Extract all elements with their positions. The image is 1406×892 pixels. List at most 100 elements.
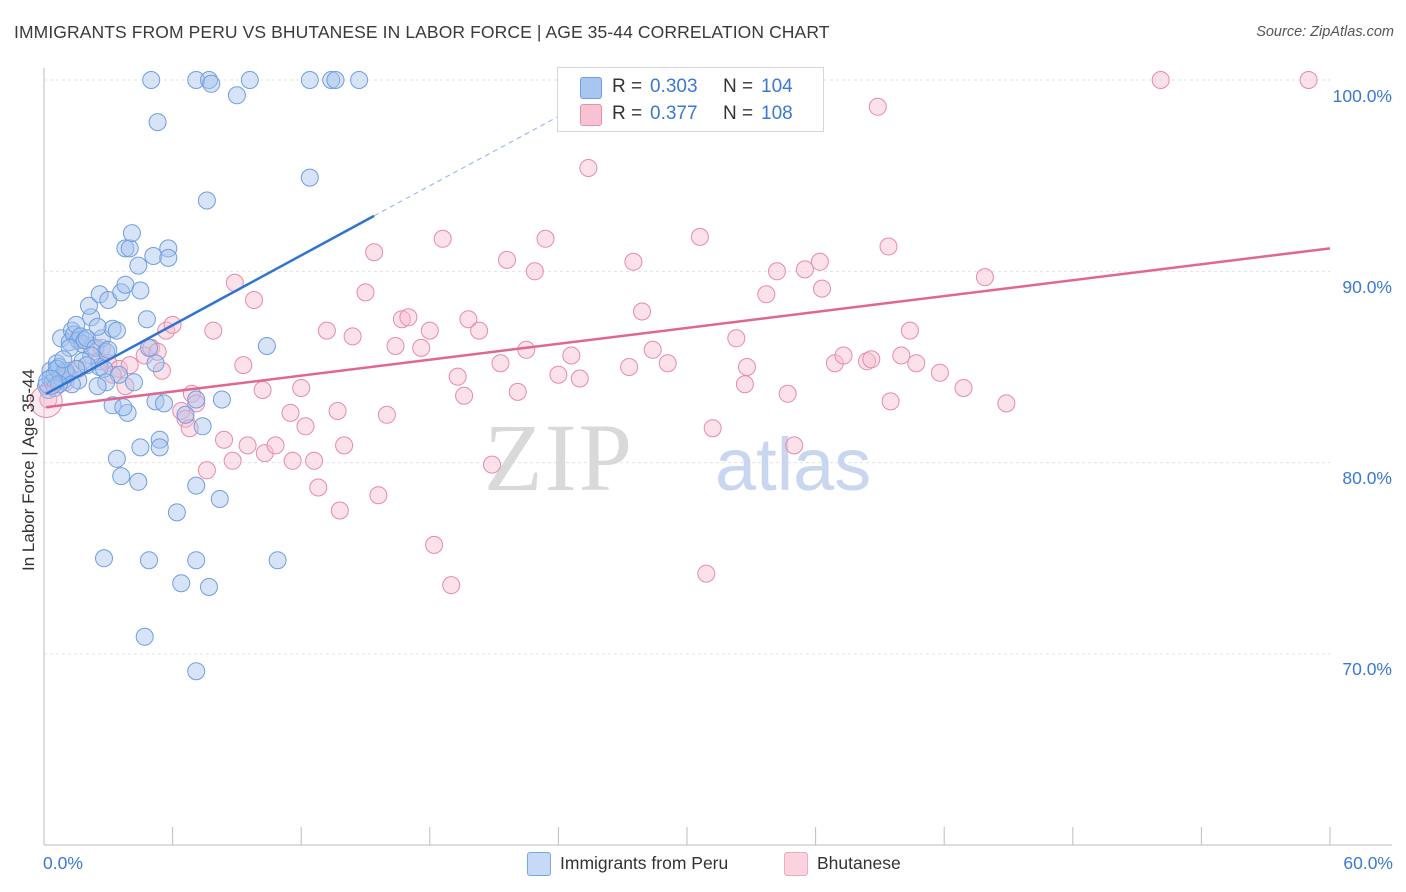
legend-r-label: R = <box>612 76 643 97</box>
data-point <box>328 402 347 420</box>
data-point <box>892 346 911 365</box>
data-point <box>107 449 126 468</box>
data-point <box>570 369 589 388</box>
data-point <box>369 486 388 505</box>
data-point <box>140 338 158 357</box>
data-points <box>29 71 1318 681</box>
data-point <box>322 71 341 89</box>
data-point <box>703 419 722 438</box>
data-point <box>90 285 109 304</box>
data-point <box>176 409 195 428</box>
trend-line-peru <box>45 214 375 395</box>
data-point <box>483 455 501 474</box>
data-point <box>810 252 829 271</box>
data-point <box>187 551 206 570</box>
legend-n-value-bhutanese: 108 <box>761 103 793 124</box>
data-point <box>470 321 489 340</box>
data-point <box>238 436 257 455</box>
data-point <box>292 379 311 397</box>
data-point <box>80 296 98 315</box>
data-point <box>129 472 148 491</box>
y-tick-label-90: 90.0% <box>1342 277 1392 297</box>
data-point <box>223 451 242 470</box>
data-point <box>227 86 246 105</box>
data-point <box>54 350 73 369</box>
legend-row-bhutanese: R = 0.377 N = 108 <box>558 101 823 127</box>
data-point <box>212 390 231 409</box>
series-peru-points <box>37 71 369 681</box>
data-point <box>155 394 173 413</box>
data-point <box>517 340 536 359</box>
watermark-atlas: atlas <box>715 423 871 506</box>
data-point <box>377 405 396 424</box>
data-point <box>768 262 786 281</box>
data-point <box>131 438 150 457</box>
data-point <box>257 337 276 355</box>
data-point <box>120 239 139 258</box>
data-point <box>67 315 86 334</box>
data-point <box>356 283 375 302</box>
data-point <box>187 662 206 681</box>
legend-swatch-peru <box>580 77 602 99</box>
data-point <box>234 356 253 375</box>
data-point <box>266 436 285 455</box>
data-point <box>240 71 259 89</box>
data-point <box>99 340 118 359</box>
data-point <box>268 551 287 570</box>
data-point <box>193 417 212 436</box>
data-point <box>305 451 324 470</box>
data-point <box>129 256 148 275</box>
data-point <box>281 403 300 422</box>
series-bhutanese-points <box>39 71 1318 595</box>
legend-swatch-bhutanese <box>580 104 602 126</box>
data-point <box>330 501 349 520</box>
data-point <box>881 392 900 411</box>
data-point <box>420 321 439 340</box>
data-point <box>187 390 206 409</box>
data-point <box>643 340 662 359</box>
data-point <box>112 467 131 486</box>
data-point <box>300 168 319 187</box>
data-point <box>757 285 776 304</box>
correlation-legend: R = 0.303 N = 104 R = 0.377 N = 108 <box>557 67 824 132</box>
y-tick-label-70: 70.0% <box>1342 659 1392 679</box>
data-point <box>317 321 336 340</box>
data-point <box>150 430 169 449</box>
data-point <box>116 239 135 258</box>
legend-row-peru: R = 0.303 N = 104 <box>558 74 823 100</box>
data-point <box>137 310 156 329</box>
data-point <box>862 350 881 369</box>
trend-line-bhutanese <box>45 247 1331 409</box>
y-tick-label-100: 100.0% <box>1332 86 1392 106</box>
data-point <box>116 275 135 294</box>
data-point <box>152 361 171 380</box>
data-point <box>738 358 756 376</box>
data-point <box>624 252 643 271</box>
data-point <box>172 574 191 593</box>
data-point <box>562 346 581 365</box>
data-point <box>997 394 1016 413</box>
data-point <box>954 379 973 397</box>
legend-swatch-bhutanese <box>784 852 808 876</box>
data-point <box>448 367 467 386</box>
legend-label-peru: Immigrants from Peru <box>560 853 729 873</box>
data-point <box>47 359 66 378</box>
data-point <box>326 71 345 89</box>
data-point <box>131 281 150 300</box>
data-point <box>215 430 233 449</box>
data-point <box>459 310 478 329</box>
data-point <box>442 576 461 595</box>
data-point <box>82 346 101 365</box>
data-point <box>579 159 598 177</box>
watermark-zip: ZIP <box>484 404 634 511</box>
legend-n-label: N = <box>723 76 754 97</box>
data-point <box>868 97 887 116</box>
data-point <box>187 394 206 413</box>
data-point <box>148 113 167 132</box>
data-point <box>253 381 272 399</box>
data-point <box>697 564 716 583</box>
data-point <box>82 308 101 327</box>
y-axis-title: In Labor Force | Age 35-44 <box>19 369 38 571</box>
data-point <box>386 337 405 355</box>
data-point <box>176 405 195 424</box>
